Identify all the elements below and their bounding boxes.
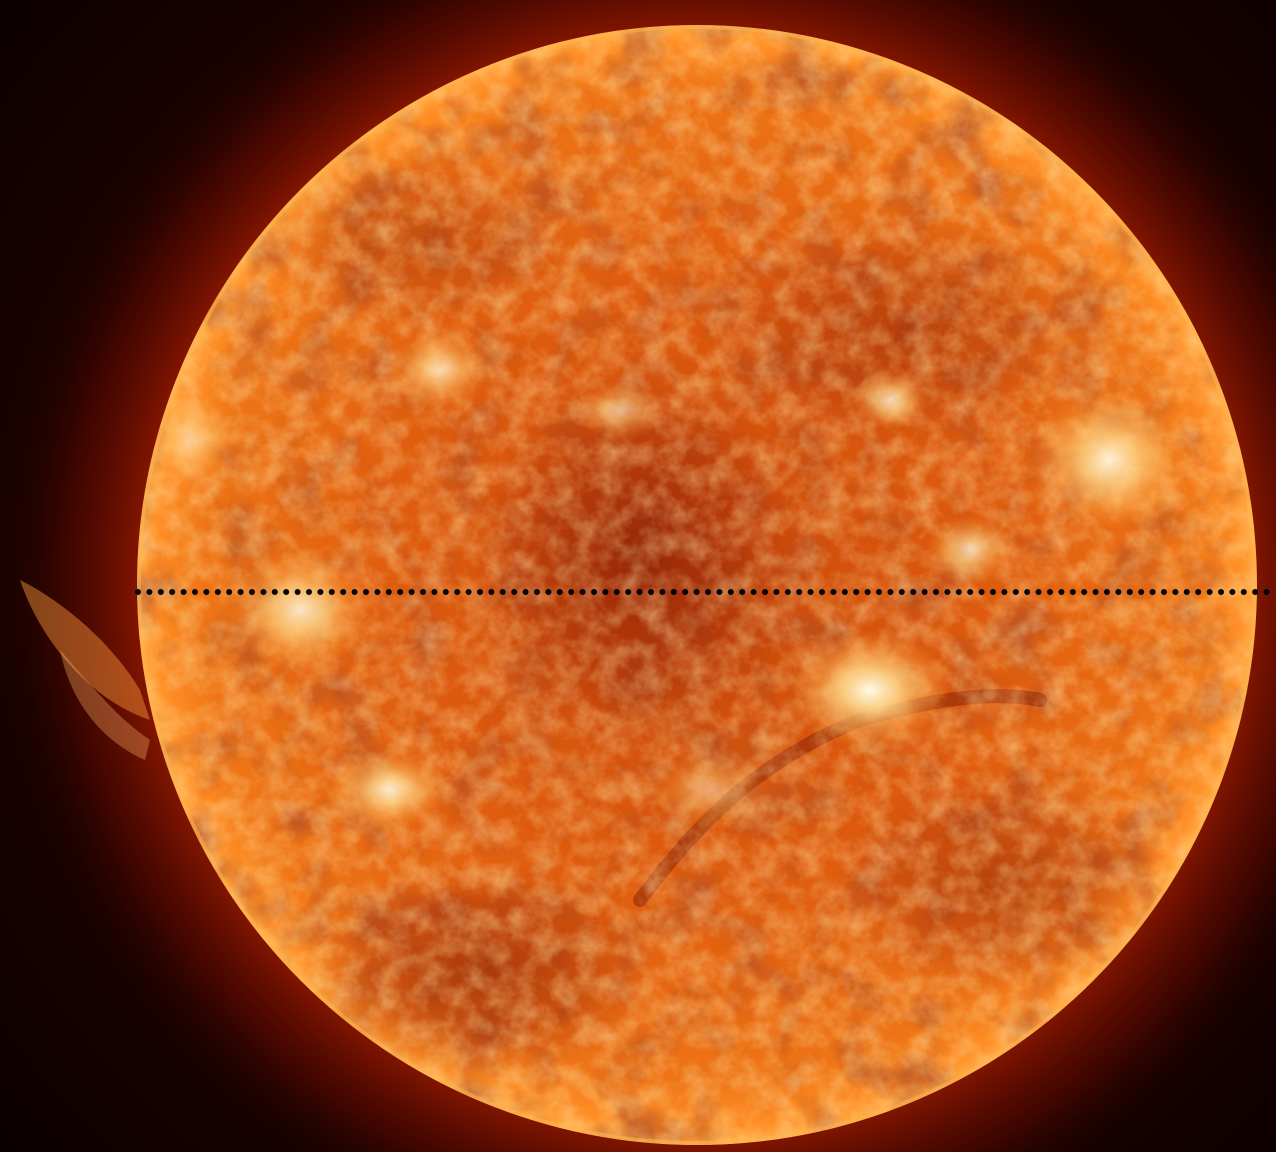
active-region: [790, 630, 950, 750]
solar-disk: [137, 25, 1257, 1145]
prominence: [20, 580, 150, 720]
solar-limb: [137, 25, 1257, 1145]
prominence-loop: [60, 650, 150, 760]
